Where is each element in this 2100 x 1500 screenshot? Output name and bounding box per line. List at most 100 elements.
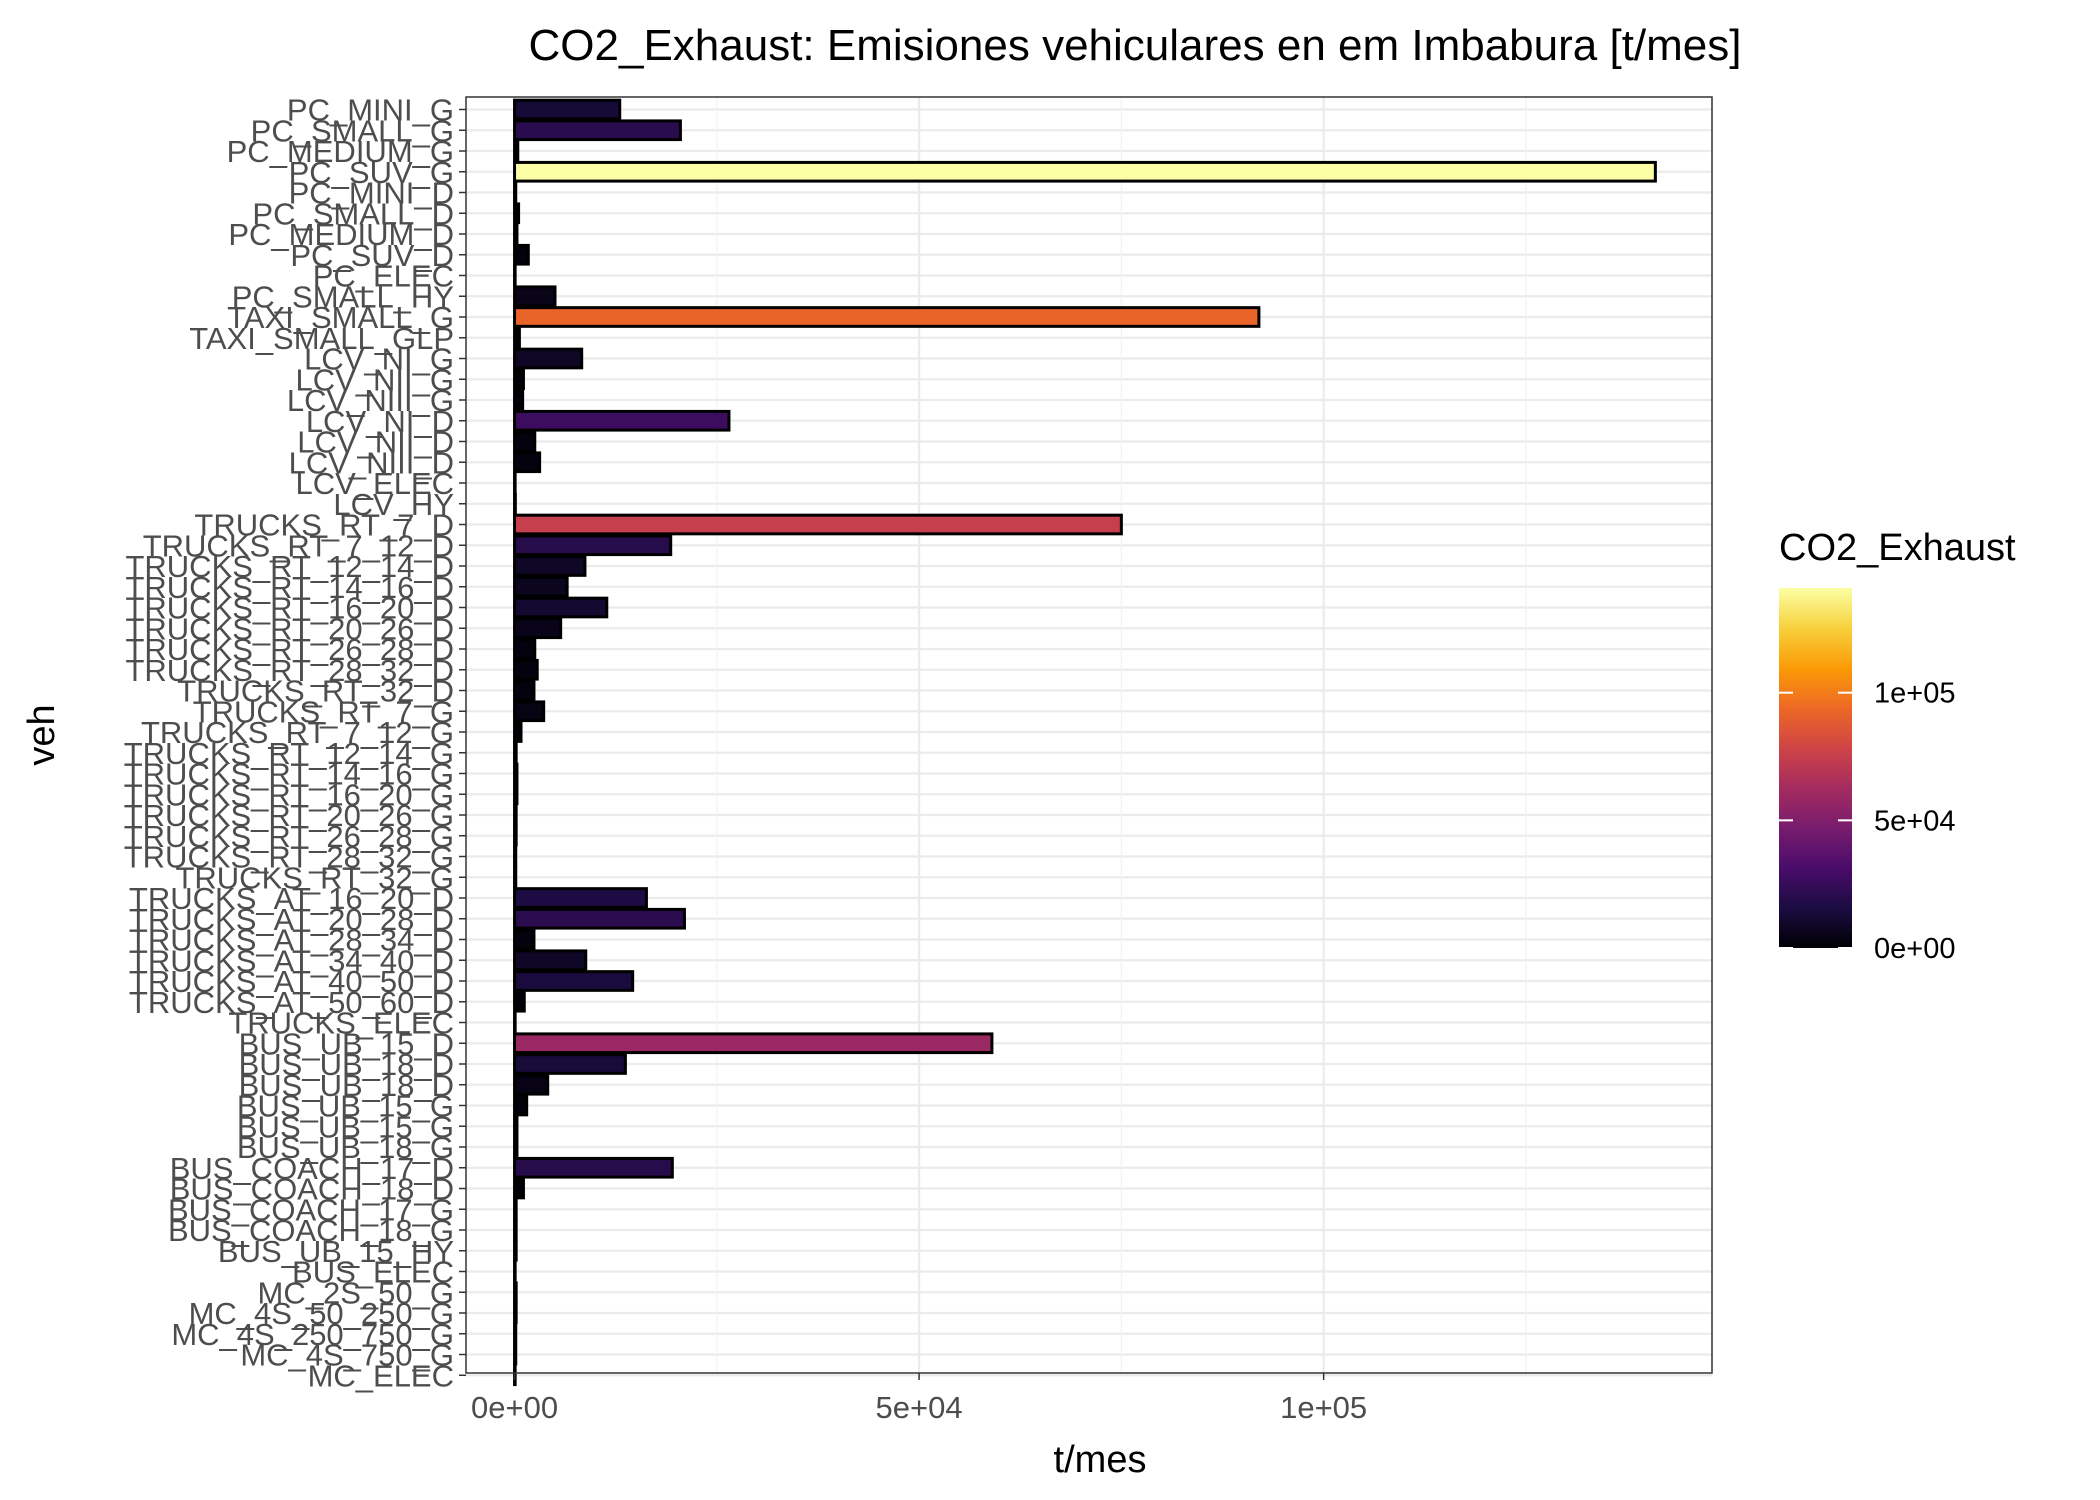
y-tick-label: TRUCKS_RT_28_32_D xyxy=(125,653,454,688)
y-tick-label: BUS_COACH_17_D xyxy=(170,1151,454,1186)
bar xyxy=(513,1281,518,1304)
bar xyxy=(513,326,521,349)
bar xyxy=(513,1219,518,1241)
x-tick-label: 5e+04 xyxy=(876,1390,963,1425)
bar xyxy=(513,970,635,992)
chart-title: CO2_Exhaust: Emisiones vehiculares en em… xyxy=(529,21,1742,70)
bar xyxy=(513,1032,994,1055)
legend-tick-label: 1e+05 xyxy=(1874,678,1955,710)
y-tick-label: TRUCKS_RT_26_28_D xyxy=(125,632,454,667)
y-axis: PC_MINI_GPC_SMALL_GPC_MEDIUM_GPC_SUV_GPC… xyxy=(124,93,466,1393)
y-tick-label: BUS_UB_15_D xyxy=(239,1026,454,1061)
bar xyxy=(513,181,518,204)
y-tick-label: PC_MEDIUM_G xyxy=(227,134,454,169)
y-tick-label: BUS_ELEC xyxy=(292,1255,454,1290)
y-tick-label: TRUCKS_RT_32_G xyxy=(175,860,454,895)
bar xyxy=(513,534,673,557)
bar xyxy=(513,949,588,972)
y-tick-label: MC_2S_50_G xyxy=(258,1275,454,1310)
y-tick-label: LCV_HY xyxy=(333,487,454,522)
bar xyxy=(513,202,521,225)
bar xyxy=(513,1302,518,1324)
bar xyxy=(513,555,587,577)
bar xyxy=(513,160,1657,183)
bar xyxy=(513,1136,519,1158)
bar xyxy=(513,762,519,785)
bar xyxy=(513,389,525,411)
bar xyxy=(513,1198,518,1221)
y-tick-label: TRUCKS_RT_14_16_D xyxy=(125,570,454,605)
bar xyxy=(513,1260,517,1283)
y-tick-label: TRUCKS_AT_20_28_D xyxy=(129,902,454,937)
y-tick-label: TRUCKS_RT_26_28_G xyxy=(124,819,454,854)
y-tick-label: TRUCKS_RT_7_G xyxy=(193,694,454,729)
y-tick-label: TAXI_SMALL_GLP xyxy=(189,321,454,356)
bar xyxy=(513,575,569,598)
y-tick-label: BUS_UB_15_HY xyxy=(218,1234,454,1269)
y-tick-label: PC_SMALL_HY xyxy=(232,279,454,314)
legend-tick-label: 5e+04 xyxy=(1874,805,1955,837)
bar xyxy=(513,804,518,826)
y-tick-label: BUS_UB_15_G xyxy=(237,1109,454,1144)
bar xyxy=(513,430,537,453)
y-tick-label: TRUCKS_RT_28_32_G xyxy=(124,840,454,875)
bar xyxy=(513,721,523,743)
bar xyxy=(513,306,1261,328)
y-tick-label: BUS_COACH_18_G xyxy=(168,1213,454,1248)
color-legend: CO2_Exhaust 0e+00 5e+04 1e+05 xyxy=(1779,527,2016,965)
y-tick-label: LCV_NII_G xyxy=(295,362,454,397)
bar xyxy=(513,700,546,723)
y-tick-label: PC_MINI_G xyxy=(287,93,454,128)
bar xyxy=(513,1239,518,1262)
y-tick-label: TRUCKS_AT_34_40_D xyxy=(129,943,454,978)
bar xyxy=(513,887,648,909)
y-tick-label: MC_4S_250_750_G xyxy=(171,1317,454,1352)
legend-title: CO2_Exhaust xyxy=(1779,527,2016,569)
bar xyxy=(513,1322,518,1345)
y-tick-label: TRUCKS_AT_50_60_D xyxy=(129,985,454,1020)
bar xyxy=(513,409,731,432)
y-tick-label: LCV_NIII_D xyxy=(289,445,454,480)
y-tick-label: PC_SUV_D xyxy=(290,238,454,273)
y-tick-label: TRUCKS_ELEC xyxy=(228,1006,454,1041)
bar xyxy=(513,679,536,702)
y-tick-label: PC_MEDIUM_D xyxy=(228,217,454,252)
y-tick-label: MC_4S_750_G xyxy=(240,1338,454,1373)
bars xyxy=(513,98,1657,1387)
legend-colorbar xyxy=(1779,588,1852,948)
y-tick-label: PC_SUV_G xyxy=(289,155,454,190)
x-axis-title: t/mes xyxy=(1054,1439,1147,1481)
bar xyxy=(513,1094,529,1117)
y-axis-title: veh xyxy=(21,704,63,765)
y-tick-label: TRUCKS_AT_16_20_D xyxy=(129,881,454,916)
bar xyxy=(513,119,682,142)
y-tick-label: TRUCKS_AT_28_34_D xyxy=(129,923,454,958)
bar xyxy=(513,140,520,162)
bar xyxy=(513,451,542,474)
bar xyxy=(513,285,557,308)
bar xyxy=(513,98,622,121)
x-tick-label: 0e+00 xyxy=(471,1390,558,1425)
y-tick-label: PC_ELEC xyxy=(313,259,454,294)
bar xyxy=(513,617,563,640)
y-tick-label: MC_ELEC xyxy=(308,1358,454,1393)
x-axis: 0e+00 5e+04 1e+05 xyxy=(471,1373,1367,1425)
y-tick-label: PC_MINI_D xyxy=(289,176,454,211)
y-tick-label: TRUCKS_RT_20_26_D xyxy=(125,611,454,646)
bar xyxy=(513,492,517,515)
y-tick-label: TRUCKS_RT_16_20_D xyxy=(125,591,454,626)
y-tick-label: BUS_UB_18_G xyxy=(237,1130,454,1165)
y-tick-label: TRUCKS_RT_7_12_G xyxy=(141,715,454,750)
bar xyxy=(513,1053,627,1075)
y-tick-label: BUS_UB_18_D xyxy=(239,1068,454,1103)
y-tick-label: LCV_NI_G xyxy=(304,342,454,377)
y-tick-label: TRUCKS_RT_12_14_D xyxy=(125,549,454,584)
y-tick-label: BUS_UB_15_G xyxy=(237,1089,454,1124)
bar xyxy=(513,223,519,245)
bar xyxy=(513,783,519,806)
bar xyxy=(513,928,536,951)
y-tick-label: LCV_ELEC xyxy=(295,466,454,501)
bar xyxy=(513,513,1123,536)
bar xyxy=(513,824,518,847)
